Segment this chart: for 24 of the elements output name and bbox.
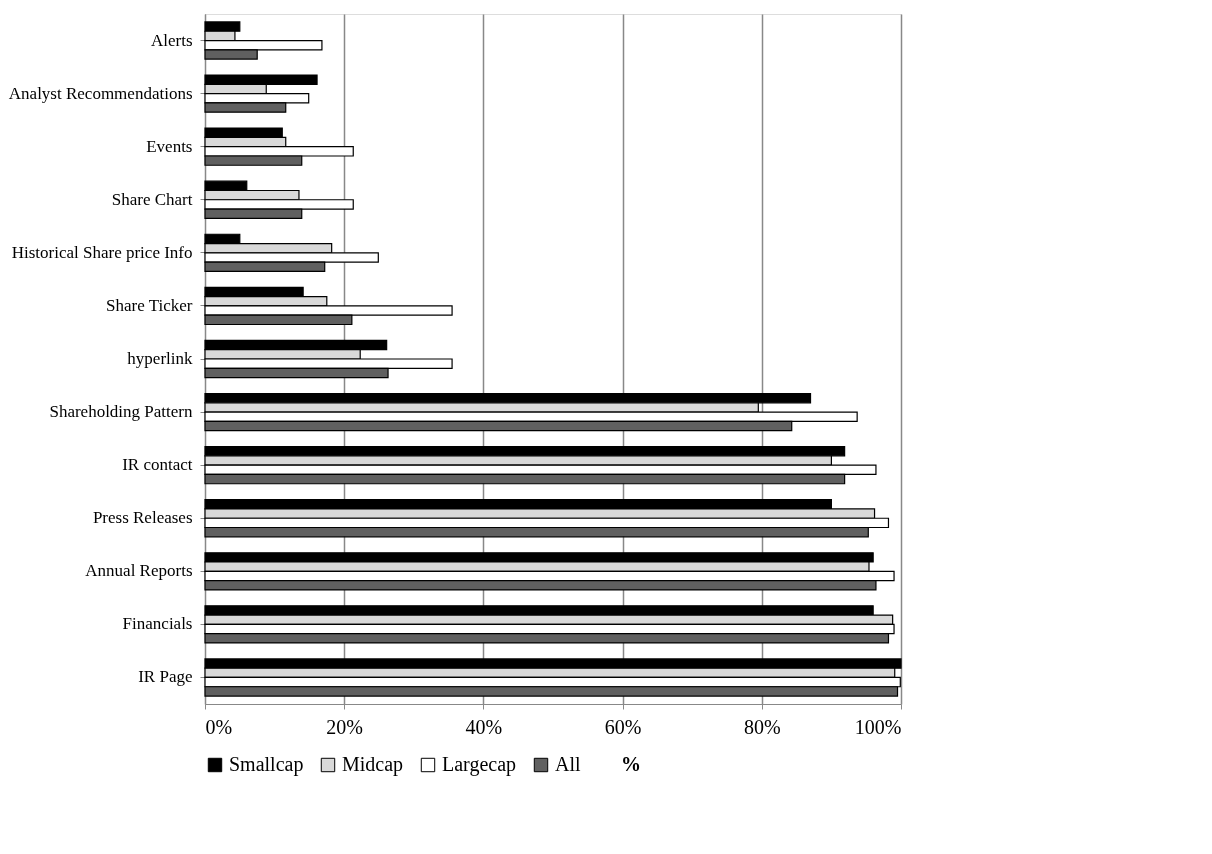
x-tick-label: 60%	[604, 715, 642, 738]
y-tick-label: Financials	[122, 614, 193, 634]
y-tick-label: Annual Reports	[85, 561, 193, 581]
y-tick-label: Events	[146, 136, 193, 156]
x-tick-label: 0%	[205, 715, 233, 738]
x-tick-label: 20%	[326, 715, 364, 738]
y-tick-label: Press Releases	[92, 508, 193, 528]
y-tick-label: Analyst Recommendations	[8, 83, 193, 103]
x-tick-label: 100%	[854, 715, 902, 738]
y-tick-label: Share Chart	[111, 189, 193, 209]
y-tick-label: Alerts	[150, 30, 193, 50]
legend-label: All	[555, 753, 581, 775]
y-tick-label: IR contact	[122, 455, 193, 475]
y-tick-label: IR Page	[138, 667, 193, 687]
x-tick-label: 80%	[743, 715, 781, 738]
legend-label: Smallcap	[229, 753, 304, 776]
x-tick-label: 40%	[465, 715, 503, 738]
legend-title: %	[621, 753, 641, 775]
y-tick-label: hyperlink	[127, 349, 193, 368]
y-tick-label: Shareholding Pattern	[49, 402, 193, 422]
y-tick-label: Historical Share price Info	[11, 242, 193, 262]
y-tick-label: Share Ticker	[106, 295, 193, 315]
legend-label: Midcap	[342, 753, 404, 776]
legend-label: Largecap	[442, 753, 517, 776]
